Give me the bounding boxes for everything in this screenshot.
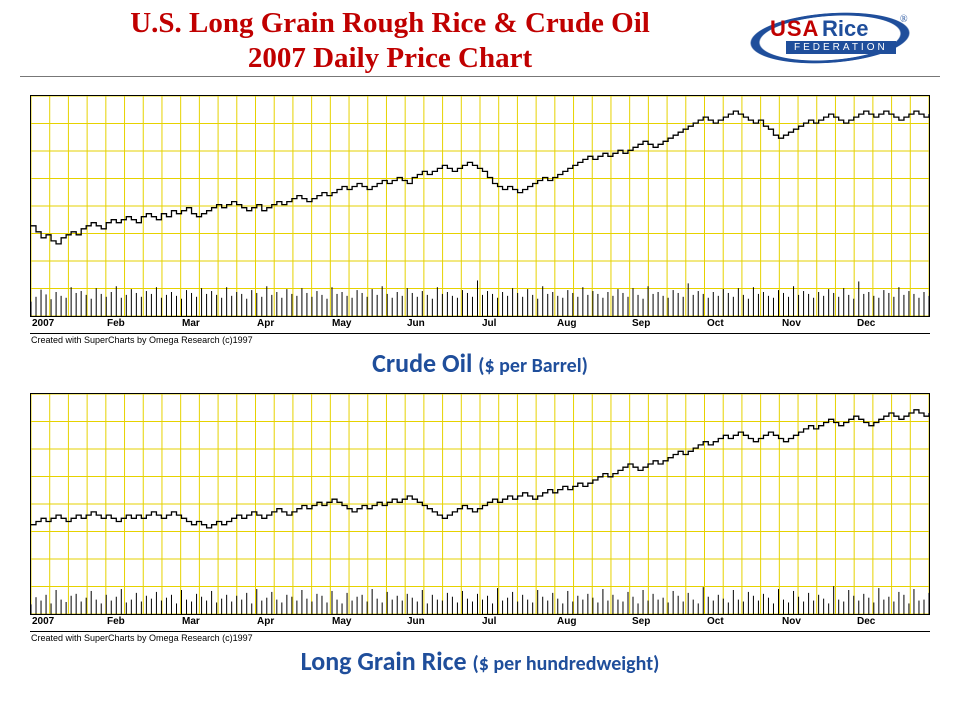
usa-rice-logo: USA Rice ® FEDERATION — [740, 6, 920, 68]
title-line-2: 2007 Daily Price Chart — [248, 42, 532, 74]
month-label: Apr — [255, 318, 274, 329]
month-label: Mar — [180, 318, 200, 329]
title-line-1: U.S. Long Grain Rough Rice & Crude Oil — [130, 7, 650, 39]
crude-oil-chart: $90$80$70$60 2007 Feb Mar Apr May Jun Jul Aug Se… — [30, 95, 930, 379]
rice-chart-canvas: $13.50$12.50$11.50$10.50 — [30, 393, 930, 615]
page-title: U.S. Long Grain Rough Rice & Crude Oil 2… — [60, 6, 740, 76]
month-label: Mar — [180, 616, 200, 627]
rice-title-main: Long Grain Rice — [301, 645, 473, 677]
rice-month-axis: 2007 Feb Mar Apr May Jun Jul Aug Sep Oct Nov Dec — [30, 615, 930, 632]
month-label: Jun — [405, 318, 425, 329]
month-label: Dec — [855, 318, 875, 329]
month-label: Sep — [630, 616, 650, 627]
month-label: Jul — [480, 318, 496, 329]
month-label: Feb — [105, 318, 125, 329]
month-label: Oct — [705, 318, 724, 329]
month-label: Dec — [855, 616, 875, 627]
crude-month-axis: 2007 Feb Mar Apr May Jun Jul Aug Sep Oct Nov Dec — [30, 317, 930, 334]
month-label: 2007 — [30, 616, 54, 627]
header: U.S. Long Grain Rough Rice & Crude Oil 2… — [20, 0, 940, 77]
rice-chart-svg — [31, 394, 929, 614]
crude-chart-svg — [31, 96, 929, 316]
month-label: May — [330, 616, 351, 627]
month-label: Oct — [705, 616, 724, 627]
crude-credit-text: Created with SuperCharts by Omega Resear… — [31, 335, 930, 345]
month-label: Aug — [555, 616, 576, 627]
rice-credit-text: Created with SuperCharts by Omega Resear… — [31, 633, 930, 643]
rice-chart: $13.50$12.50$11.50$10.50 2007 Feb Mar Apr Ma… — [30, 393, 930, 677]
crude-title-sub: ($ per Barrel) — [478, 354, 588, 378]
crude-chart-title: Crude Oil ($ per Barrel) — [30, 347, 930, 379]
logo-text-rice: Rice — [822, 16, 868, 42]
month-label: Nov — [780, 616, 801, 627]
rice-title-sub: ($ per hundredweight) — [473, 652, 660, 676]
logo-text-usa: USA — [770, 16, 819, 42]
month-label: 2007 — [30, 318, 54, 329]
month-label: Apr — [255, 616, 274, 627]
rice-grid — [31, 394, 929, 614]
month-label: Jun — [405, 616, 425, 627]
month-label: Aug — [555, 318, 576, 329]
logo-registered-icon: ® — [900, 14, 908, 25]
month-label: Sep — [630, 318, 650, 329]
logo-federation: FEDERATION — [786, 41, 896, 54]
month-label: May — [330, 318, 351, 329]
month-label: Nov — [780, 318, 801, 329]
month-label: Jul — [480, 616, 496, 627]
rice-chart-title: Long Grain Rice ($ per hundredweight) — [30, 645, 930, 677]
month-label: Feb — [105, 616, 125, 627]
crude-chart-canvas: $90$80$70$60 — [30, 95, 930, 317]
crude-title-main: Crude Oil — [372, 347, 478, 379]
